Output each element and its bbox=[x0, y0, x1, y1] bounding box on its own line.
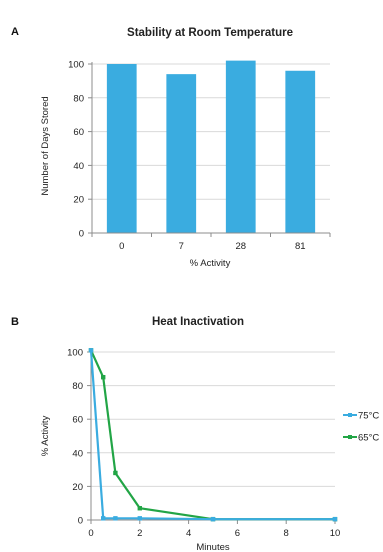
chart-a-bar-81 bbox=[285, 70, 316, 233]
chart-b-point-1 bbox=[101, 375, 106, 380]
chart-b-x-tick-label: 8 bbox=[284, 528, 289, 539]
chart-b-y-ticks: 0 20 40 60 80 100 bbox=[67, 348, 83, 527]
chart-b-point-0 bbox=[113, 516, 118, 521]
chart-b-x-tick-label: 6 bbox=[235, 528, 240, 539]
chart-a-x-tick-label: 0 bbox=[119, 241, 124, 252]
chart-b-x-axis-label: Minutes bbox=[196, 542, 230, 552]
chart-b-legend-marker bbox=[348, 435, 352, 439]
chart-b-x-tick-label: 10 bbox=[330, 528, 341, 539]
chart-a-y-tick-label: 0 bbox=[79, 229, 84, 240]
chart-a-x-tick-label: 28 bbox=[235, 241, 246, 252]
chart-a-bar-0 bbox=[106, 64, 137, 233]
chart-a-x-tick-label: 81 bbox=[295, 241, 306, 252]
chart-a-y-ticks: 0 20 40 60 80 100 bbox=[68, 60, 84, 240]
chart-b-y-tick-label: 60 bbox=[72, 415, 83, 426]
chart-b-axes bbox=[87, 350, 336, 524]
chart-b-point-0 bbox=[210, 516, 216, 522]
chart-a-y-tick-label: 40 bbox=[73, 161, 84, 172]
chart-a-bars bbox=[106, 60, 316, 234]
chart-b-point-1 bbox=[113, 470, 118, 476]
chart-b: B Heat Inactivation 0 20 40 60 80 100 0 2 4 6 8 10… bbox=[11, 316, 379, 552]
chart-b-y-tick-label: 40 bbox=[72, 448, 83, 459]
chart-b-legend: 75°C 65°C bbox=[343, 411, 379, 444]
chart-b-x-tick-label: 4 bbox=[186, 528, 191, 539]
chart-b-point-0 bbox=[101, 516, 106, 521]
chart-a-x-ticks: 0 7 28 81 bbox=[119, 241, 305, 252]
chart-b-title: Heat Inactivation bbox=[152, 316, 244, 328]
chart-a-y-tick-label: 60 bbox=[73, 127, 84, 138]
chart-b-x-ticks: 0 2 4 6 8 10 bbox=[88, 528, 340, 539]
chart-b-point-0 bbox=[332, 516, 338, 522]
chart-b-legend-label: 75°C bbox=[358, 411, 379, 422]
panel-label-b: B bbox=[11, 316, 19, 328]
chart-b-y-tick-label: 80 bbox=[72, 381, 83, 392]
chart-b-gridlines bbox=[91, 351, 335, 487]
chart-b-y-tick-label: 20 bbox=[72, 482, 83, 493]
chart-a-y-tick-label: 20 bbox=[73, 195, 84, 206]
chart-b-x-tick-label: 0 bbox=[88, 528, 93, 539]
chart-a-y-tick-label: 100 bbox=[68, 60, 84, 71]
chart-a-bar-28 bbox=[225, 60, 256, 234]
chart-b-line-0 bbox=[89, 350, 335, 521]
chart-b-point-0 bbox=[137, 516, 142, 521]
chart-b-legend-label: 65°C bbox=[358, 433, 379, 444]
chart-b-y-axis-label: % Activity bbox=[40, 415, 51, 456]
chart-b-point-0 bbox=[88, 348, 94, 353]
chart-b-x-tick-label: 2 bbox=[137, 528, 142, 539]
chart-a-x-axis-label: % Activity bbox=[190, 258, 231, 269]
chart-a-y-axis-label: Number of Days Stored bbox=[40, 96, 51, 195]
chart-b-y-tick-label: 0 bbox=[78, 516, 83, 527]
chart-a-axes bbox=[88, 62, 331, 237]
chart-b-point-1 bbox=[137, 506, 142, 511]
chart-b-y-tick-label: 100 bbox=[67, 348, 83, 359]
chart-a: A Stability at Room Temperature 0 20 40 60 8… bbox=[11, 26, 331, 269]
chart-b-legend-marker bbox=[348, 413, 352, 417]
chart-a-x-tick-label: 7 bbox=[179, 241, 184, 252]
chart-a-bar-7 bbox=[166, 74, 197, 233]
panel-label-a: A bbox=[11, 26, 19, 38]
chart-a-title: Stability at Room Temperature bbox=[127, 27, 293, 39]
chart-b-line-1 bbox=[89, 349, 335, 521]
chart-b-series bbox=[88, 348, 338, 522]
chart-a-y-tick-label: 80 bbox=[73, 93, 84, 104]
